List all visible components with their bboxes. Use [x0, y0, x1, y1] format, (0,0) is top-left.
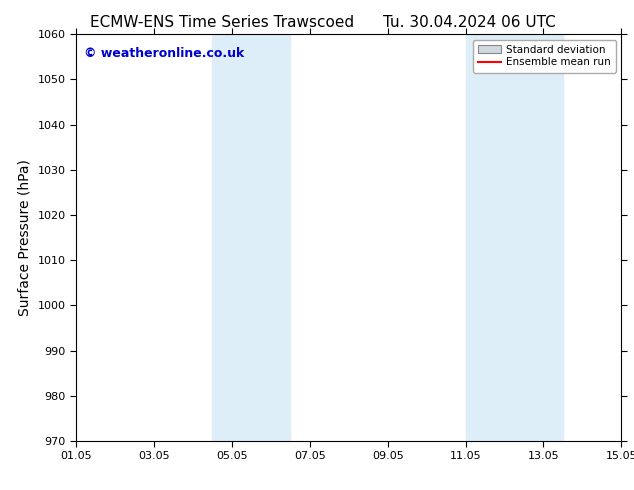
- Bar: [465, 34, 563, 441]
- Text: ECMW-ENS Time Series Trawscoed: ECMW-ENS Time Series Trawscoed: [90, 15, 354, 30]
- Y-axis label: Surface Pressure (hPa): Surface Pressure (hPa): [18, 159, 32, 316]
- Title: ECMW-ENS Time Series Trawscoed     Tu. 30.04.2024 06 UTC: ECMW-ENS Time Series Trawscoed Tu. 30.04…: [0, 489, 1, 490]
- Text: Tu. 30.04.2024 06 UTC: Tu. 30.04.2024 06 UTC: [383, 15, 555, 30]
- Bar: [212, 34, 290, 441]
- Text: © weatheronline.co.uk: © weatheronline.co.uk: [84, 47, 245, 59]
- Legend: Standard deviation, Ensemble mean run: Standard deviation, Ensemble mean run: [473, 40, 616, 73]
